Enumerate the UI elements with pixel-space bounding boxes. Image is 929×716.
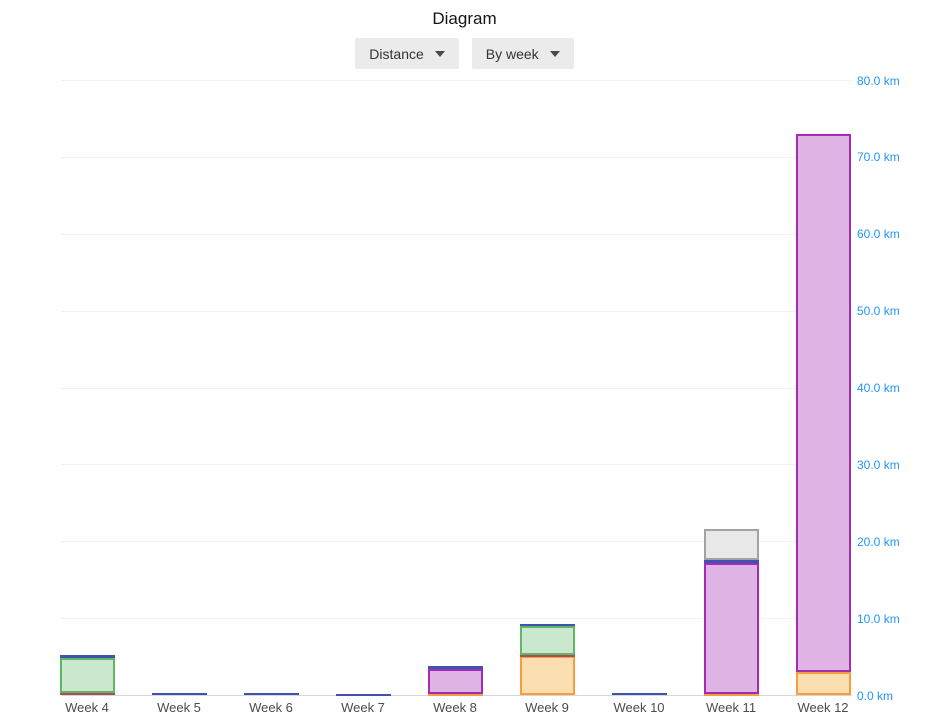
y-axis-tick-label: 60.0 km xyxy=(857,227,900,242)
bar-segment-week8-blue[interactable] xyxy=(427,666,483,669)
bar-segment-week11-purple[interactable] xyxy=(703,563,759,694)
y-axis-tick-label: 40.0 km xyxy=(857,381,900,395)
x-axis-label: Week 7 xyxy=(341,700,385,715)
x-axis-label: Week 5 xyxy=(157,700,201,715)
y-axis-tick-label: 20.0 km xyxy=(857,534,900,549)
metric-dropdown[interactable]: Distance xyxy=(355,38,459,69)
gridline xyxy=(61,618,852,620)
bar-segment-week11-blue[interactable] xyxy=(703,560,759,564)
x-axis-label: Week 4 xyxy=(65,700,109,715)
bar-segment-week9-red[interactable] xyxy=(519,654,575,657)
x-axis-label: Week 11 xyxy=(705,700,757,715)
metric-dropdown-label: Distance xyxy=(369,45,424,62)
gridline xyxy=(61,156,852,158)
bar-segment-week8-purple[interactable] xyxy=(427,668,483,694)
bar-segment-week4-red[interactable] xyxy=(59,693,115,696)
y-axis-tick-label: 80.0 km xyxy=(857,73,900,88)
y-axis-tick-label: 70.0 km xyxy=(857,150,900,165)
chevron-down-icon xyxy=(434,50,445,57)
bar-segment-week11-gray[interactable] xyxy=(703,528,759,561)
gridline xyxy=(61,80,852,81)
bar-segment-week4-blue[interactable] xyxy=(59,654,115,658)
toolbar: Distance By week xyxy=(0,38,929,69)
x-axis-label: Week 10 xyxy=(613,700,665,715)
gridline xyxy=(61,233,852,235)
bar-segment-week9-blue[interactable] xyxy=(519,624,575,627)
gridline xyxy=(61,310,852,312)
bar-segment-week11-orange[interactable] xyxy=(703,693,759,696)
y-axis-tick-label: 10.0 km xyxy=(857,611,900,626)
y-axis-tick-label: 50.0 km xyxy=(857,304,900,319)
bar-segment-week4-green[interactable] xyxy=(59,657,115,694)
bar-segment-week8-orange[interactable] xyxy=(427,693,483,696)
bar-segment-week6-blue[interactable] xyxy=(243,693,299,696)
x-axis-label: Week 12 xyxy=(797,700,849,715)
x-axis-label: Week 6 xyxy=(249,700,293,715)
gridline xyxy=(61,387,852,389)
bar-segment-week12-orange[interactable] xyxy=(795,671,851,696)
bar-segment-week5-blue[interactable] xyxy=(151,693,207,696)
gridline xyxy=(61,464,852,466)
grouping-dropdown[interactable]: By week xyxy=(471,38,574,69)
bar-segment-week9-orange[interactable] xyxy=(519,656,575,696)
bar-segment-week10-blue[interactable] xyxy=(611,693,667,696)
x-axis-label: Week 8 xyxy=(433,700,477,715)
y-axis-tick-label: 0.0 km xyxy=(857,688,894,703)
gridline xyxy=(61,541,852,543)
x-axis-label: Week 9 xyxy=(525,700,569,715)
bar-segment-week9-green[interactable] xyxy=(519,626,575,655)
page-title: Diagram xyxy=(432,9,497,28)
chevron-down-icon xyxy=(549,50,560,57)
y-axis-tick-label: 30.0 km xyxy=(857,457,900,472)
bar-segment-week7-blue[interactable] xyxy=(335,693,391,696)
bar-segment-week12-purple[interactable] xyxy=(795,133,851,672)
grouping-dropdown-label: By week xyxy=(485,45,539,62)
